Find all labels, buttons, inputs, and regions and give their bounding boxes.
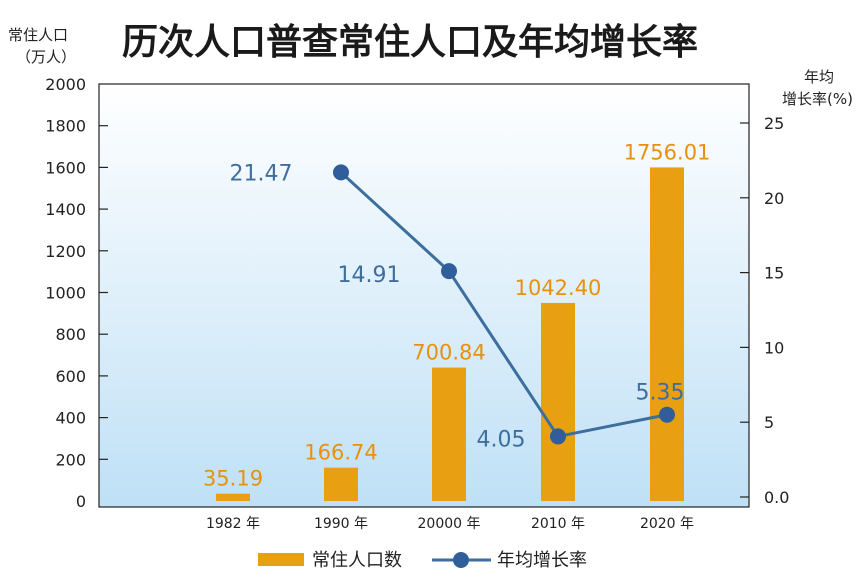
- right-axis: 0.0 5 10 15 20 25: [740, 114, 789, 507]
- x-tick-label: 1982 年: [206, 516, 260, 532]
- x-tick-label: 2010 年: [531, 516, 585, 532]
- left-tick-label: 1200: [45, 242, 86, 261]
- legend-line-marker: [453, 552, 469, 568]
- x-tick-label: 20000 年: [418, 516, 481, 532]
- bar-data-label: 1042.40: [515, 276, 602, 300]
- line-series: [333, 164, 675, 445]
- bar-data-label: 700.84: [412, 341, 485, 365]
- y-left-axis-label-line2: （万人）: [16, 48, 76, 66]
- bar: [324, 467, 358, 501]
- y-right-axis-label-line1: 年均: [804, 68, 834, 86]
- left-tick-label: 1000: [45, 284, 86, 303]
- legend-bar-swatch: [258, 553, 304, 566]
- line-point: [333, 164, 349, 181]
- legend-line-label: 年均增长率: [497, 550, 587, 571]
- line-data-label: 14.91: [338, 263, 401, 288]
- right-tick-label: 0.0: [764, 488, 789, 507]
- bar-data-label: 35.19: [203, 467, 263, 491]
- left-tick-label: 800: [55, 325, 86, 344]
- line-point: [550, 428, 566, 445]
- line-data-label: 5.35: [636, 381, 685, 406]
- bar: [650, 167, 684, 501]
- x-tick-label: 1990 年: [314, 516, 368, 532]
- y-left-axis-label-line1: 常住人口: [8, 26, 68, 44]
- y-right-axis-label-line2: 增长率(%): [782, 90, 853, 108]
- right-tick-label: 15: [764, 264, 784, 283]
- right-tick-label: 10: [764, 338, 784, 357]
- left-tick-label: 2000: [45, 75, 86, 94]
- left-tick-label: 600: [55, 367, 86, 386]
- left-tick-label: 400: [55, 409, 86, 428]
- chart-title: 历次人口普查常住人口及年均增长率: [122, 22, 698, 63]
- left-tick-label: 1400: [45, 200, 86, 219]
- bar: [216, 493, 250, 501]
- line-data-label: 4.05: [477, 427, 526, 452]
- x-axis: 1982 年 1990 年 20000 年 2010 年 2020 年: [206, 516, 694, 532]
- line-point: [441, 263, 457, 280]
- line-point: [659, 406, 675, 423]
- legend: 常住人口数 年均增长率: [258, 550, 587, 571]
- legend-bar-label: 常住人口数: [312, 550, 402, 571]
- left-tick-label: 1600: [45, 158, 86, 177]
- bar-series: [216, 167, 684, 501]
- line-path: [339, 171, 668, 438]
- left-tick-label: 200: [55, 450, 86, 469]
- bar: [432, 367, 466, 501]
- left-axis: 0 200 400 600 800 1000 1200 1400 1600 1800 2000: [45, 75, 108, 511]
- left-tick-label: 0: [76, 492, 86, 511]
- right-tick-label: 20: [764, 189, 784, 208]
- x-tick-label: 2020 年: [640, 516, 694, 532]
- right-tick-label: 5: [764, 413, 774, 432]
- line-data-label: 21.47: [230, 161, 293, 186]
- bar-data-label: 166.74: [304, 441, 377, 465]
- bar: [541, 302, 575, 501]
- right-tick-label: 25: [764, 114, 784, 133]
- data-labels: 35.19 166.74 700.84 1042.40 1756.01 21.47 14.9…: [203, 140, 710, 490]
- bar-data-label: 1756.01: [624, 140, 711, 164]
- plot-area: [98, 83, 750, 508]
- left-tick-label: 1800: [45, 117, 86, 136]
